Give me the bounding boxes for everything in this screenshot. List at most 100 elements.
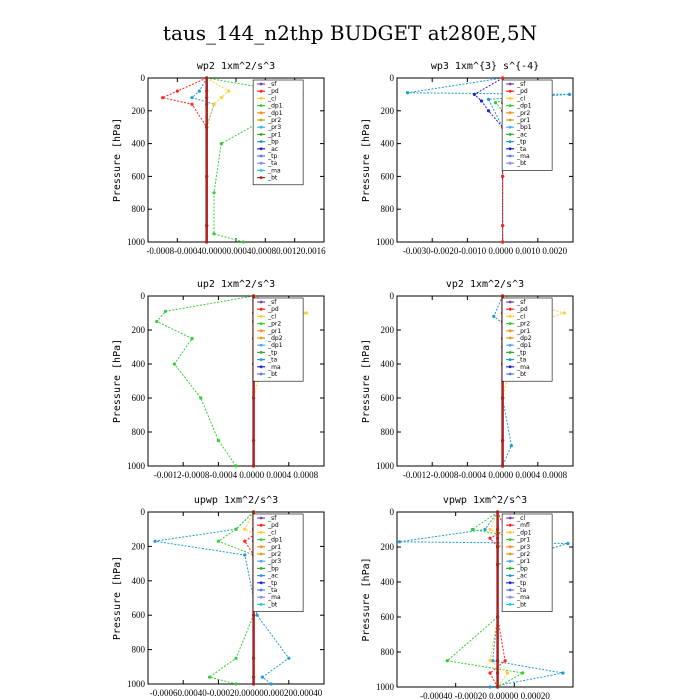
legend-label: _bt [516, 601, 527, 608]
y-tick-label: 400 [132, 359, 146, 369]
series-point [509, 444, 513, 448]
legend-label: _pr1 [516, 117, 530, 124]
legend-marker [508, 343, 512, 347]
plot-frame [396, 511, 574, 688]
series-point [252, 294, 256, 298]
legend-marker [508, 315, 512, 318]
series-point [153, 539, 157, 543]
legend-label: _cl [516, 515, 525, 522]
series-point [219, 142, 223, 146]
series-point [197, 89, 201, 93]
y-tick-label: 400 [381, 139, 395, 149]
series-point [495, 510, 500, 514]
legend-label: _tp [267, 153, 277, 160]
legend-marker [259, 329, 263, 333]
series-point [495, 659, 500, 663]
legend-label: _ta [516, 146, 526, 153]
legend-marker [259, 300, 263, 304]
series-point [241, 240, 245, 244]
legend-label: _bt [267, 601, 278, 608]
series-point [234, 656, 238, 660]
legend-label: _dp1 [516, 103, 532, 110]
y-tick-label: 600 [132, 610, 146, 620]
series-point [495, 527, 500, 532]
y-axis-label: Pressure [hPa] [361, 339, 372, 423]
y-axis-label: Pressure [hPa] [112, 118, 123, 202]
legend-label: _ac [267, 146, 278, 153]
legend-label: _dp2 [267, 335, 283, 342]
legend-marker [508, 300, 512, 304]
legend-label: _pr3 [267, 558, 281, 565]
y-tick-label: 0 [141, 73, 146, 83]
series-point [501, 396, 505, 400]
legend-label: _bp [267, 565, 279, 572]
series-point [205, 102, 209, 106]
y-tick-label: 0 [390, 73, 395, 83]
legend-label: _ta [267, 587, 277, 594]
y-tick-label: 600 [381, 393, 395, 403]
series-point [252, 510, 256, 514]
series-point [405, 91, 410, 95]
series-point [492, 314, 496, 318]
legend-marker [259, 595, 263, 599]
legend-marker [259, 343, 263, 347]
series-point [397, 540, 402, 544]
series-point [199, 396, 203, 400]
series-point [488, 527, 492, 532]
legend-marker [259, 358, 263, 361]
series-point [445, 659, 449, 663]
legend-label: _tp [267, 580, 277, 587]
legend-label: _pr3 [267, 124, 281, 131]
legend-label: _pr3 [516, 544, 530, 551]
legend-marker [259, 176, 263, 180]
legend-label: _bt [516, 371, 527, 378]
legend-label: _dp1 [516, 342, 532, 349]
x-tick-labels: -0.0008-0.00040.00000.00040.00080.00120.… [146, 246, 326, 256]
y-tick-label: 400 [381, 577, 395, 587]
series-point [205, 224, 209, 228]
legend-marker [508, 516, 512, 520]
legend-label: _sf [516, 299, 526, 306]
legend-marker [508, 111, 512, 115]
legend-marker [259, 574, 263, 577]
series-point [164, 309, 168, 313]
legend-label: _cl [516, 313, 525, 320]
legend-label: _dp1 [267, 110, 283, 117]
chart-panel-6: vpwp 1xm^2/s^3 0 200 400 600 800 1000 Pressure … [361, 495, 574, 700]
legend-label: _cl [516, 95, 525, 102]
legend-label: _dp1 [267, 342, 283, 349]
legend-marker [508, 336, 512, 340]
y-tick-label: 800 [132, 427, 146, 437]
legend-marker [508, 140, 512, 144]
series-point [561, 671, 565, 675]
y-tick-label: 1000 [376, 237, 395, 247]
series-line [161, 77, 208, 242]
series-point [234, 682, 238, 686]
legend-marker [259, 552, 263, 556]
legend-marker [508, 89, 512, 93]
series-point [287, 656, 291, 660]
legend-marker [259, 140, 263, 144]
series-point [227, 89, 231, 93]
legend-label: _mfl [516, 522, 530, 529]
y-tick-label: 0 [390, 507, 395, 517]
legend-label: _bp1 [516, 124, 532, 131]
legend-label: _bp [516, 565, 528, 572]
legend-label: _ac [516, 573, 527, 580]
series-point [501, 174, 505, 178]
legend-label: _ma [267, 594, 281, 601]
legend-marker [508, 97, 512, 100]
y-axis-label: Pressure [hPa] [112, 339, 123, 423]
y-tick-label: 1000 [127, 237, 146, 247]
series-point [501, 76, 505, 80]
series-line [154, 511, 290, 685]
legend-marker [508, 538, 512, 541]
legend-marker [508, 567, 512, 570]
series-point [567, 92, 572, 96]
series-line [191, 77, 215, 242]
plot-frame [396, 295, 574, 467]
y-tick-label: 600 [132, 171, 146, 181]
panel-title: wp3 1xm^{3} s^{-4} [431, 61, 539, 72]
series-point [243, 539, 247, 543]
